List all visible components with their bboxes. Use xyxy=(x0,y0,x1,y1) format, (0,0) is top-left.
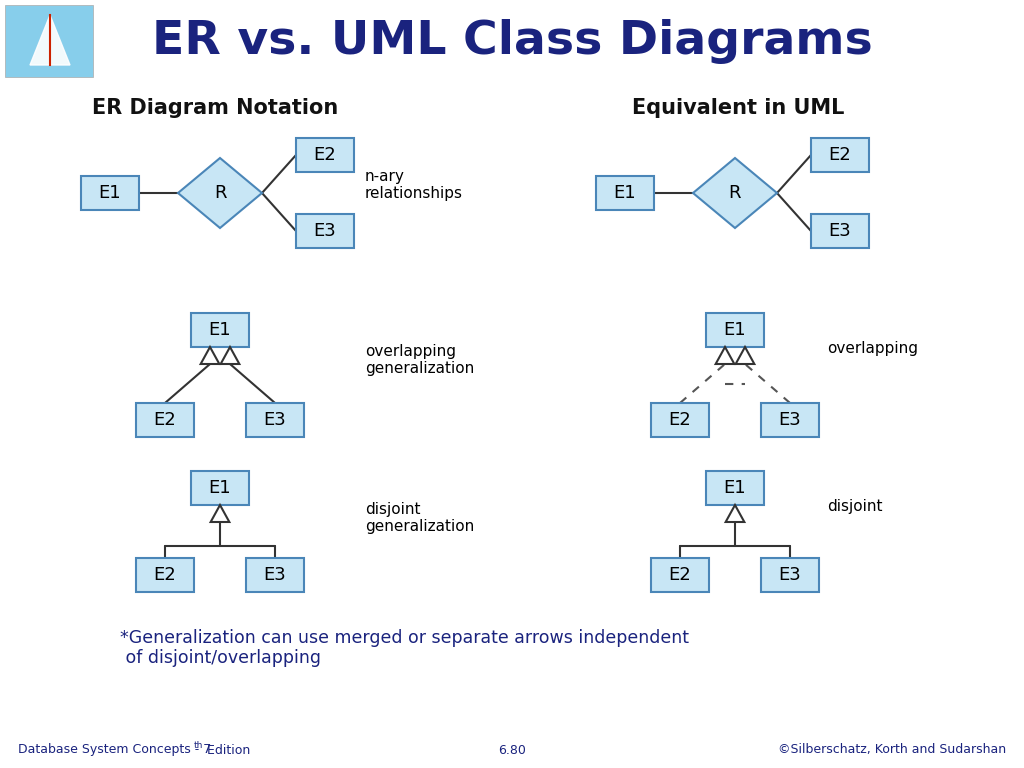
Text: *Generalization can use merged or separate arrows independent: *Generalization can use merged or separa… xyxy=(120,629,689,647)
Text: E1: E1 xyxy=(98,184,121,202)
Polygon shape xyxy=(220,347,240,364)
Text: E2: E2 xyxy=(828,146,851,164)
Text: Edition: Edition xyxy=(203,743,250,756)
FancyBboxPatch shape xyxy=(706,313,764,347)
Text: E3: E3 xyxy=(828,222,851,240)
Text: Equivalent in UML: Equivalent in UML xyxy=(632,98,844,118)
Text: overlapping: overlapping xyxy=(827,340,918,356)
FancyBboxPatch shape xyxy=(761,558,819,592)
Text: E1: E1 xyxy=(209,479,231,497)
Text: overlapping
generalization: overlapping generalization xyxy=(365,344,474,376)
Text: E3: E3 xyxy=(263,566,287,584)
FancyBboxPatch shape xyxy=(651,403,709,437)
Text: E1: E1 xyxy=(209,321,231,339)
Text: E2: E2 xyxy=(154,566,176,584)
Text: ER Diagram Notation: ER Diagram Notation xyxy=(92,98,338,118)
FancyBboxPatch shape xyxy=(191,313,249,347)
FancyBboxPatch shape xyxy=(81,176,139,210)
Text: E3: E3 xyxy=(313,222,336,240)
Text: of disjoint/overlapping: of disjoint/overlapping xyxy=(120,649,321,667)
FancyBboxPatch shape xyxy=(651,558,709,592)
Text: E3: E3 xyxy=(778,566,802,584)
Text: E1: E1 xyxy=(613,184,636,202)
Text: E2: E2 xyxy=(313,146,336,164)
FancyBboxPatch shape xyxy=(136,558,194,592)
Polygon shape xyxy=(30,15,70,65)
FancyBboxPatch shape xyxy=(811,214,869,248)
FancyBboxPatch shape xyxy=(811,138,869,172)
FancyBboxPatch shape xyxy=(136,403,194,437)
Text: ©Silberschatz, Korth and Sudarshan: ©Silberschatz, Korth and Sudarshan xyxy=(778,743,1006,756)
FancyBboxPatch shape xyxy=(761,403,819,437)
Text: E1: E1 xyxy=(724,321,746,339)
FancyBboxPatch shape xyxy=(706,471,764,505)
Text: 6.80: 6.80 xyxy=(498,743,526,756)
Text: R: R xyxy=(729,184,741,202)
Polygon shape xyxy=(201,347,219,364)
FancyBboxPatch shape xyxy=(191,471,249,505)
Text: ER vs. UML Class Diagrams: ER vs. UML Class Diagrams xyxy=(152,19,872,65)
FancyBboxPatch shape xyxy=(596,176,654,210)
FancyBboxPatch shape xyxy=(296,138,354,172)
Text: Database System Concepts - 7: Database System Concepts - 7 xyxy=(18,743,211,756)
FancyBboxPatch shape xyxy=(246,558,304,592)
Polygon shape xyxy=(211,505,229,522)
Text: E3: E3 xyxy=(778,411,802,429)
Text: E2: E2 xyxy=(154,411,176,429)
FancyBboxPatch shape xyxy=(296,214,354,248)
Text: th: th xyxy=(194,741,204,750)
Text: R: R xyxy=(214,184,226,202)
Polygon shape xyxy=(693,158,777,228)
Polygon shape xyxy=(735,347,755,364)
FancyBboxPatch shape xyxy=(5,5,93,77)
Text: disjoint: disjoint xyxy=(827,498,883,514)
Polygon shape xyxy=(726,505,744,522)
Polygon shape xyxy=(716,347,734,364)
Text: disjoint
generalization: disjoint generalization xyxy=(365,502,474,535)
Polygon shape xyxy=(178,158,262,228)
Text: E1: E1 xyxy=(724,479,746,497)
FancyBboxPatch shape xyxy=(246,403,304,437)
Text: E2: E2 xyxy=(669,411,691,429)
Text: n-ary
relationships: n-ary relationships xyxy=(365,169,463,201)
Text: E2: E2 xyxy=(669,566,691,584)
Text: E3: E3 xyxy=(263,411,287,429)
